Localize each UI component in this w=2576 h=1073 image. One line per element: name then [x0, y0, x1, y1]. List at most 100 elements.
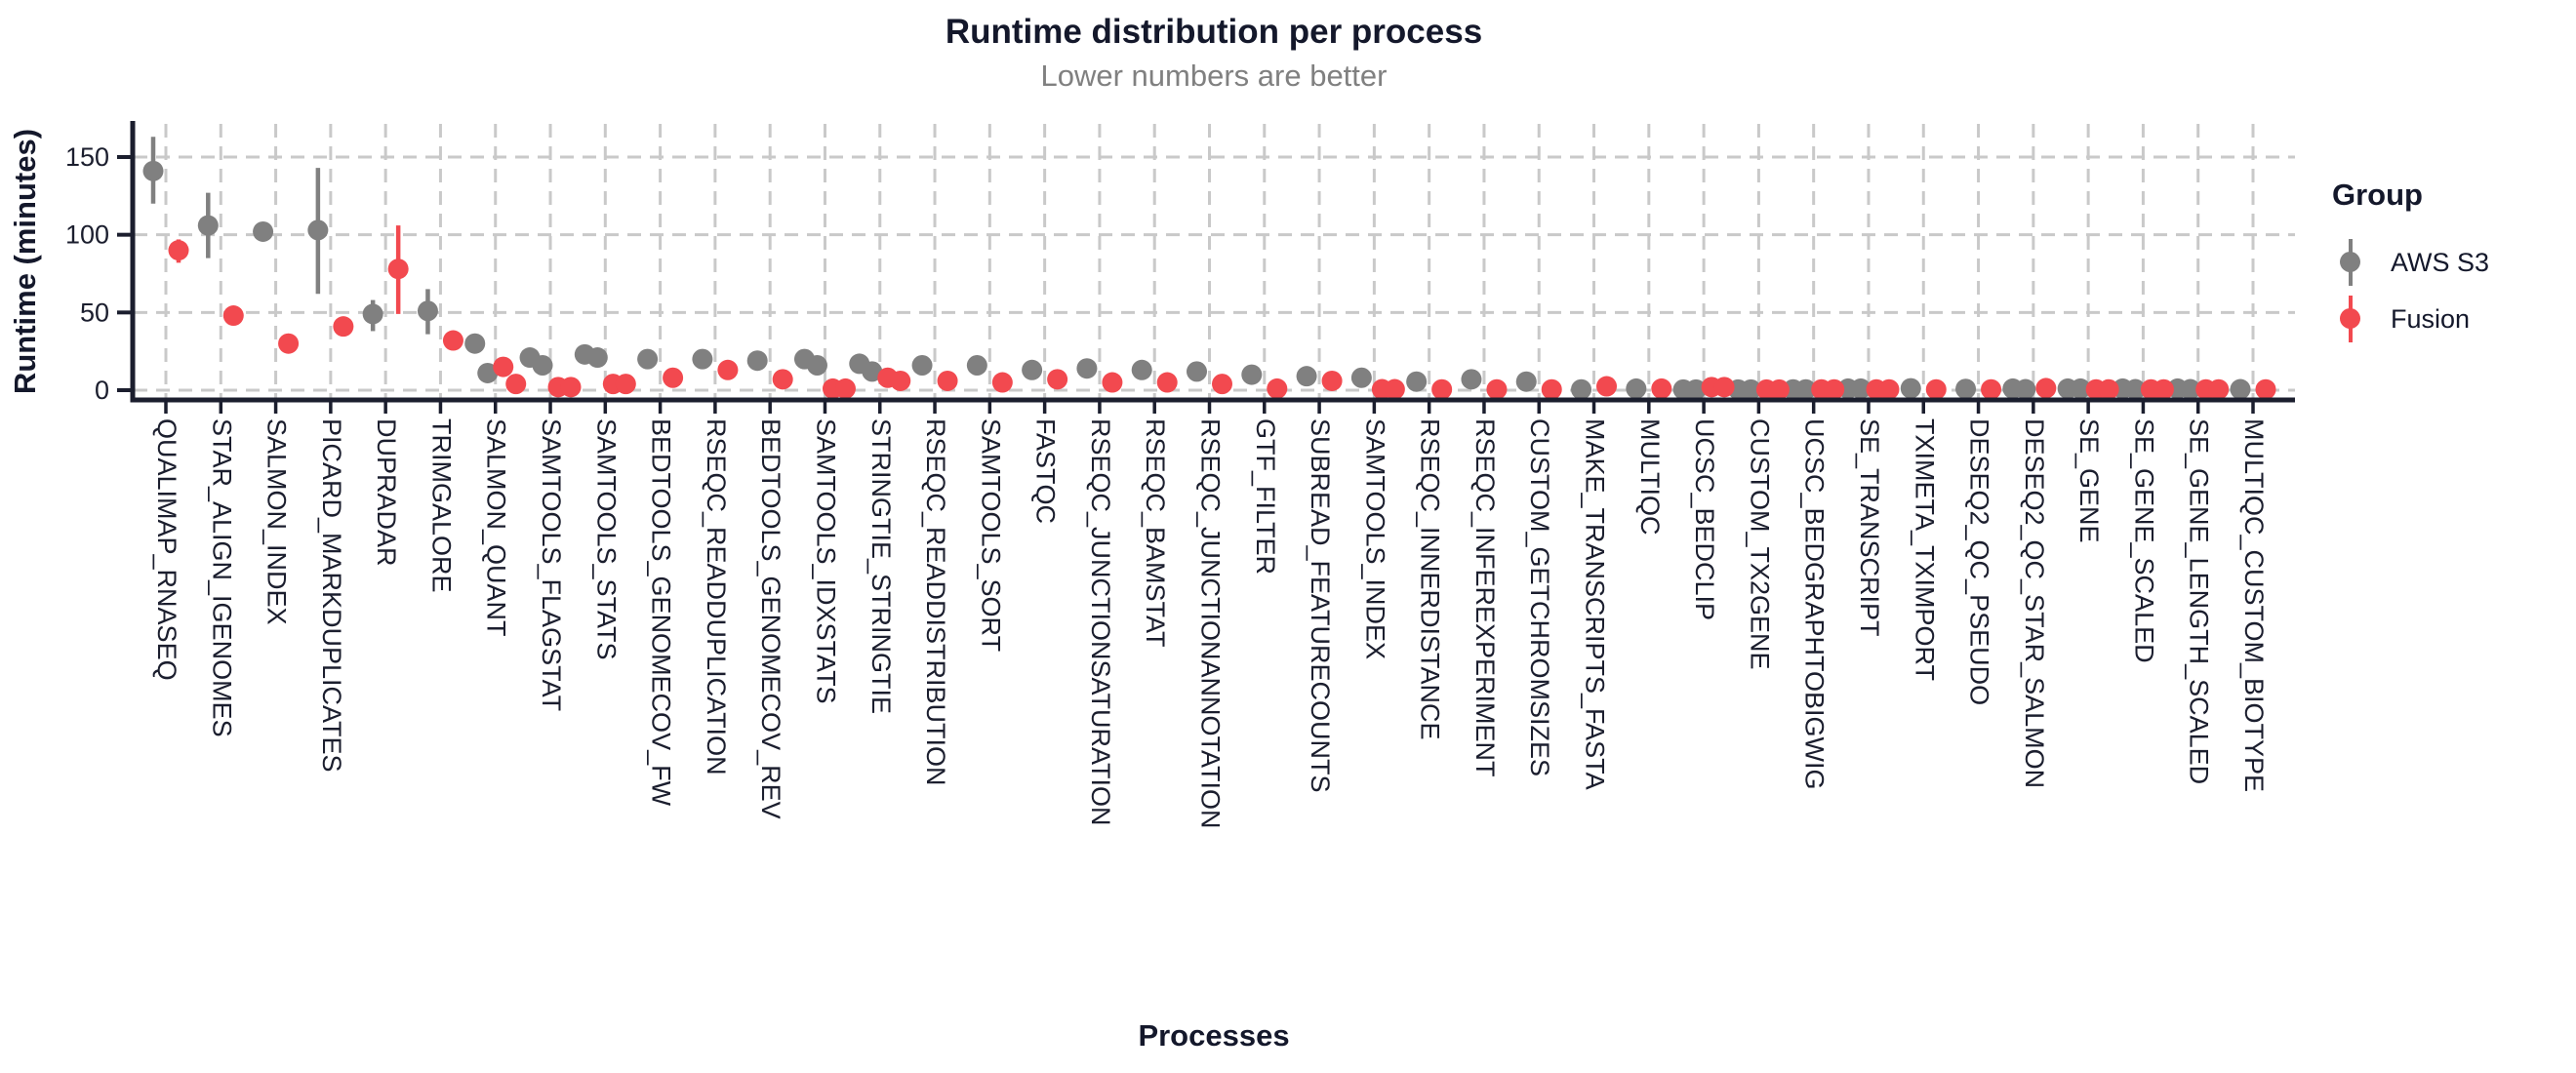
data-point — [222, 305, 244, 327]
x-category-label: MULTIQC — [1635, 418, 1665, 536]
data-point — [493, 356, 514, 378]
x-category-label: DESEQ2_QC_PSEUDO — [1965, 418, 1994, 705]
x-category-label: RSEQC_JUNCTIONSATURATION — [1086, 418, 1115, 826]
x-category-label: PICARD_MARKDUPLICATES — [317, 418, 346, 773]
x-category-label: SAMTOOLS_INDEX — [1360, 418, 1389, 659]
data-point — [442, 330, 463, 351]
data-point — [307, 219, 329, 241]
data-point — [1321, 370, 1343, 391]
data-point — [417, 300, 438, 322]
data-point — [1850, 378, 1872, 399]
data-point — [1486, 378, 1508, 400]
data-point — [2153, 378, 2174, 400]
x-category-label: SUBREAD_FEATURECOUNTS — [1306, 418, 1335, 793]
data-point — [2230, 378, 2251, 400]
axes-layer: 0 50 100 150 — [65, 121, 2295, 414]
x-category-label: RSEQC_READDISTRIBUTION — [921, 418, 950, 786]
x-axis-labels: QUALIMAP_RNASEQ STAR_ALIGN_IGENOMES SALMON… — [152, 418, 2269, 829]
data-point — [1350, 367, 1372, 388]
data-point — [1955, 378, 1977, 400]
data-point — [890, 370, 911, 391]
chart-title: Runtime distribution per process — [946, 13, 1482, 51]
x-category-label: DUPRADAR — [372, 418, 401, 567]
pointrange-glyph-red — [2340, 296, 2361, 342]
legend-label: Fusion — [2391, 303, 2471, 334]
y-tick-label: 100 — [65, 220, 109, 250]
data-point — [1713, 377, 1735, 398]
x-category-label: CUSTOM_GETCHROMSIZES — [1525, 418, 1554, 776]
x-category-label: SE_GENE — [2074, 418, 2104, 543]
data-point — [2070, 378, 2091, 399]
data-point — [1981, 378, 2002, 400]
data-point — [1541, 378, 1562, 400]
x-category-label: SE_GENE_LENGTH_SCALED — [2185, 418, 2214, 784]
data-point — [1431, 378, 1453, 400]
x-category-label: FASTQC — [1031, 418, 1061, 524]
data-point — [477, 362, 499, 383]
x-category-label: CUSTOM_TX2GENE — [1745, 418, 1774, 670]
data-point — [1900, 378, 1921, 399]
data-point — [1212, 374, 1232, 395]
data-point — [1571, 378, 1592, 400]
data-point — [2098, 378, 2119, 400]
x-category-label: TXIMETA_TXIMPORT — [1910, 418, 1939, 681]
data-point — [862, 361, 883, 382]
data-point — [1241, 364, 1263, 385]
y-tick-label: 0 — [95, 376, 109, 405]
x-category-label: STRINGTIE_STRINGTIE — [866, 418, 896, 714]
x-category-label: MAKE_TRANSCRIPTS_FASTA — [1581, 418, 1610, 790]
data-point — [772, 369, 793, 390]
data-point — [168, 240, 189, 261]
data-point — [532, 355, 553, 377]
data-point — [1047, 369, 1068, 390]
x-category-label: TRIMGALORE — [426, 418, 456, 593]
data-point — [1515, 371, 1537, 392]
data-point — [1768, 378, 1790, 400]
data-point — [2015, 378, 2036, 400]
x-category-label: RSEQC_INFEREXPERIMENT — [1470, 418, 1500, 777]
data-point — [1795, 378, 1817, 400]
data-point — [2208, 378, 2230, 400]
data-point — [1187, 361, 1207, 382]
data-point — [1022, 359, 1043, 380]
data-point — [937, 370, 958, 391]
data-point — [1384, 378, 1405, 400]
data-point — [253, 220, 274, 242]
legend: Group AWS S3 Fusion — [2332, 178, 2489, 343]
data-points-layer — [142, 137, 2276, 400]
data-point — [966, 355, 987, 377]
data-point — [746, 350, 768, 372]
data-point — [586, 347, 608, 369]
x-category-label: STAR_ALIGN_IGENOMES — [207, 418, 236, 737]
x-category-label: DESEQ2_QC_STAR_SALMON — [2020, 418, 2049, 788]
data-point — [1925, 378, 1947, 400]
gridlines — [134, 124, 2295, 398]
data-point — [197, 215, 219, 236]
data-point — [663, 367, 684, 388]
x-axis-title: Processes — [1138, 1018, 1289, 1053]
data-point — [2035, 378, 2057, 399]
y-tick-label: 50 — [80, 298, 109, 327]
x-category-label: SAMTOOLS_STATS — [591, 418, 621, 660]
data-point — [1740, 378, 1761, 400]
data-point — [1626, 378, 1647, 399]
data-point — [692, 348, 713, 370]
chart-subtitle: Lower numbers are better — [1041, 59, 1388, 93]
x-category-label: SAMTOOLS_IDXSTATS — [811, 418, 840, 704]
data-point — [278, 333, 300, 354]
data-point — [1102, 372, 1123, 393]
data-point — [615, 374, 636, 395]
data-point — [806, 355, 827, 377]
data-point — [1824, 378, 1845, 400]
x-category-label: BEDTOOLS_GENOMECOV_REV — [756, 418, 785, 819]
data-point — [2255, 378, 2276, 400]
data-point — [991, 372, 1013, 393]
data-point — [333, 316, 354, 338]
data-point — [1651, 378, 1672, 399]
y-tick-label: 150 — [65, 142, 109, 172]
x-category-label: RSEQC_INNERDISTANCE — [1416, 418, 1445, 740]
data-point — [1878, 378, 1900, 400]
data-point — [1461, 369, 1482, 390]
data-point — [560, 377, 582, 398]
data-point — [834, 378, 856, 399]
